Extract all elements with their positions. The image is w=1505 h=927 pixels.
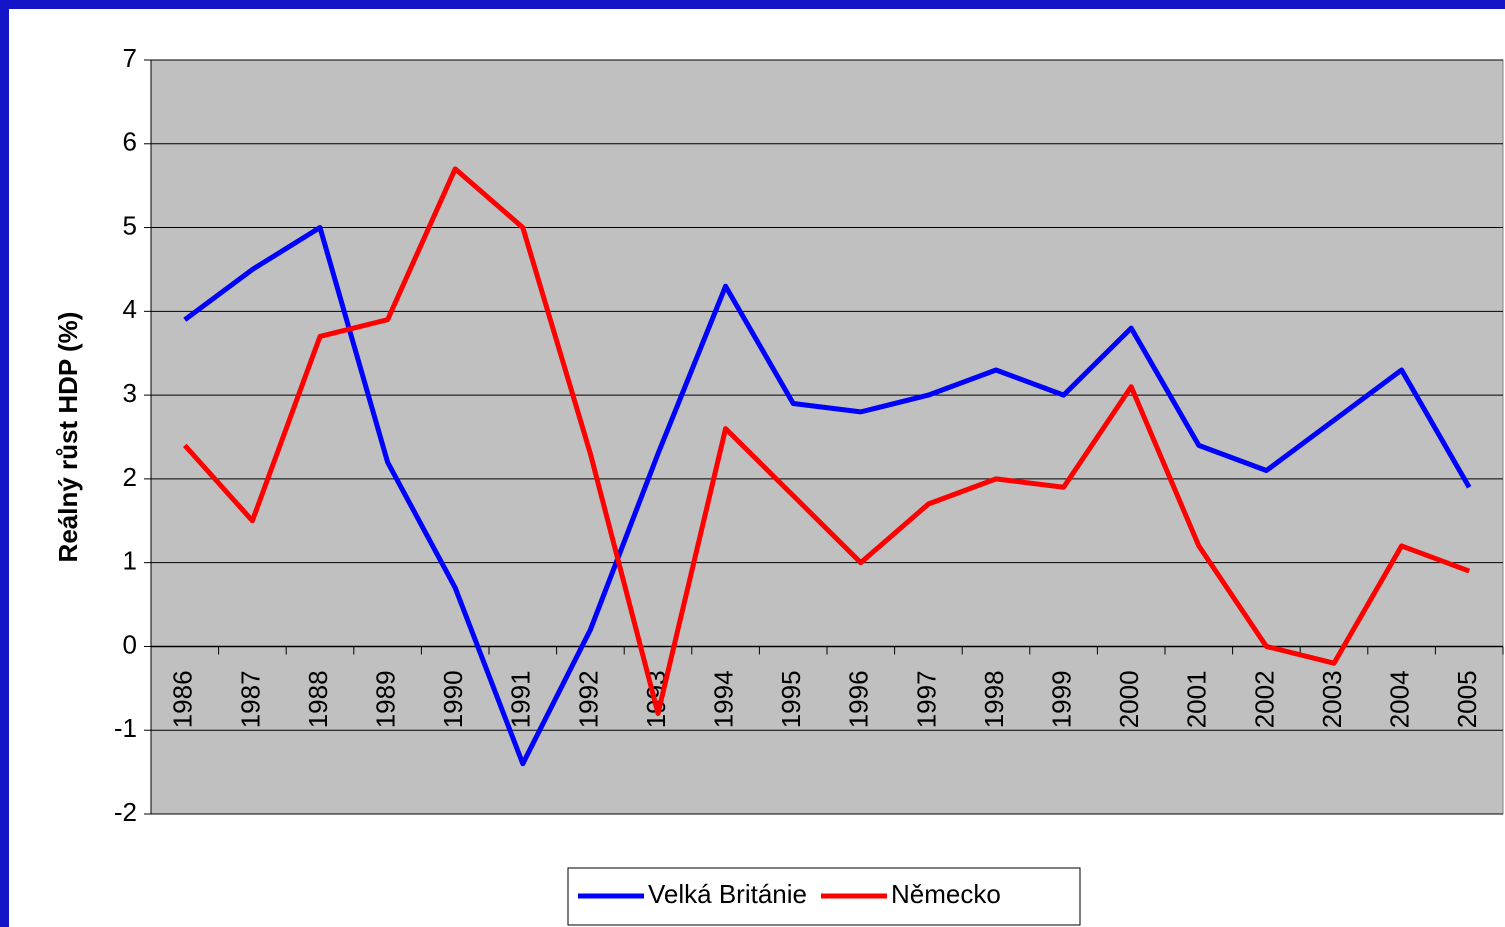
x-tick-label: 1987 xyxy=(235,670,265,728)
x-tick-label: 2002 xyxy=(1249,670,1279,728)
x-tick-label: 1998 xyxy=(979,670,1009,728)
x-tick-label: 2001 xyxy=(1182,670,1212,728)
y-tick-label: 6 xyxy=(123,127,137,157)
legend-label: Velká Británie xyxy=(648,879,807,909)
x-tick-label: 2003 xyxy=(1317,670,1347,728)
legend-label: Německo xyxy=(891,879,1001,909)
y-tick-label: 5 xyxy=(123,210,137,240)
x-tick-label: 1996 xyxy=(844,670,874,728)
series-line xyxy=(182,166,1471,716)
series-line xyxy=(183,225,1472,767)
x-tick-label: 1994 xyxy=(708,670,738,728)
x-tick-label: 1995 xyxy=(776,670,806,728)
x-tick-label: 1997 xyxy=(911,670,941,728)
plot-background xyxy=(150,59,1504,815)
y-tick-label: 3 xyxy=(123,378,137,408)
x-tick-label: 1999 xyxy=(1046,670,1076,728)
x-tick-label: 1988 xyxy=(303,670,333,728)
y-axis-title: Reálný růst HDP (%) xyxy=(53,312,83,563)
y-tick-label: 1 xyxy=(123,546,137,576)
x-tick-label: 2000 xyxy=(1114,670,1144,728)
x-tick-label: 1990 xyxy=(438,670,468,728)
x-tick-label: 2004 xyxy=(1384,670,1414,728)
y-tick-label: 7 xyxy=(123,43,137,73)
y-tick-label: 0 xyxy=(123,629,137,659)
y-tick-label: -2 xyxy=(114,797,137,827)
x-tick-label: 1989 xyxy=(370,670,400,728)
x-tick-label: 1991 xyxy=(506,670,536,728)
y-tick-label: -1 xyxy=(114,713,137,743)
y-tick-label: 2 xyxy=(123,462,137,492)
x-tick-label: 2005 xyxy=(1452,670,1482,728)
y-tick-label: 4 xyxy=(123,294,137,324)
x-tick-label: 1986 xyxy=(168,670,198,728)
x-tick-label: 1992 xyxy=(573,670,603,728)
